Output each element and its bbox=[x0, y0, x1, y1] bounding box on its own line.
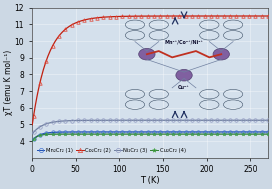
Legend: Mn₂Cr₂ (1), Co₂Cr₂ (2), Ni₂Cr₂ (3), Cu₂Cr₂ (4): Mn₂Cr₂ (1), Co₂Cr₂ (2), Ni₂Cr₂ (3), Cu₂C… bbox=[35, 146, 188, 155]
X-axis label: T (K): T (K) bbox=[140, 176, 160, 185]
Y-axis label: χT (emu K mol⁻¹): χT (emu K mol⁻¹) bbox=[4, 50, 13, 115]
